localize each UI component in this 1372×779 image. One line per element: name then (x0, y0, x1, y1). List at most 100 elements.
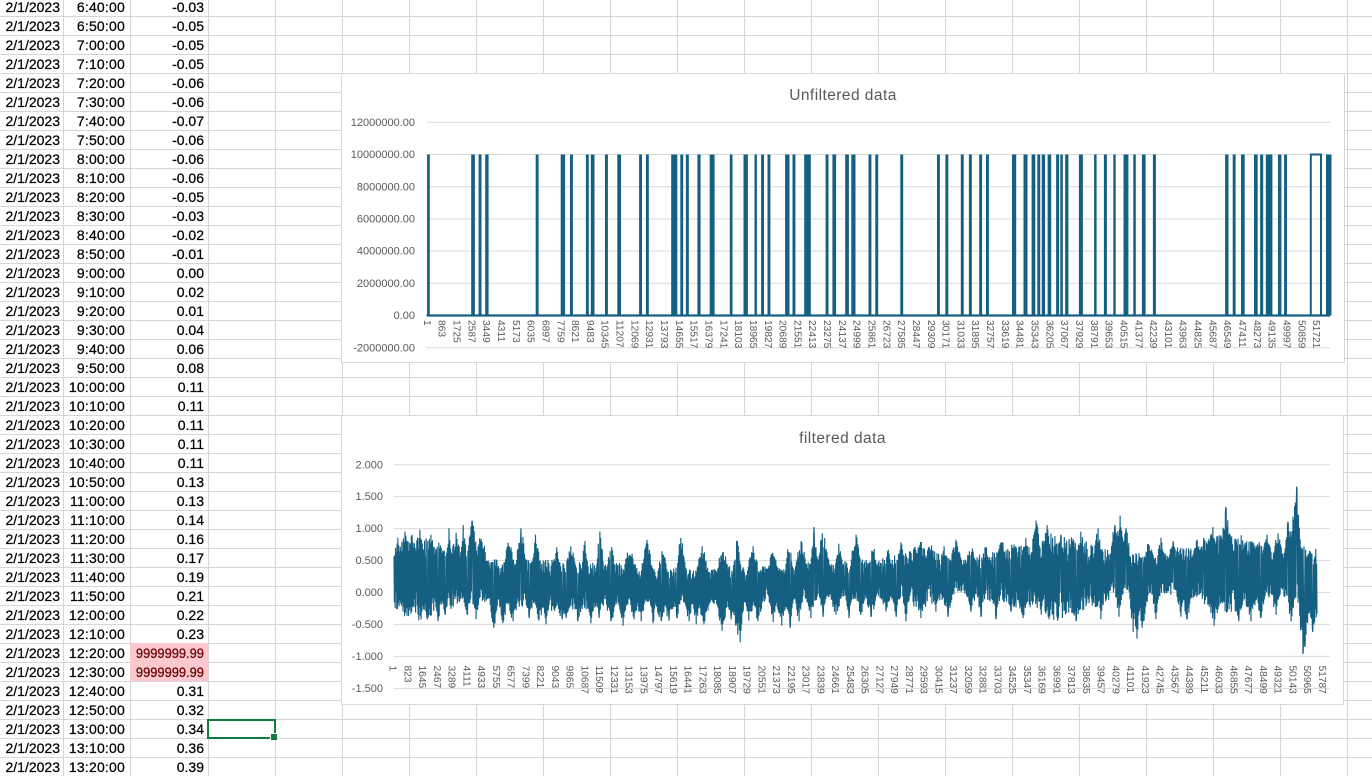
svg-text:1: 1 (421, 320, 432, 326)
svg-text:41377: 41377 (1132, 320, 1143, 349)
svg-text:6000000.00: 6000000.00 (357, 214, 415, 226)
svg-text:1645: 1645 (416, 666, 427, 689)
svg-text:7759: 7759 (554, 320, 565, 343)
svg-text:48273: 48273 (1251, 320, 1262, 349)
svg-text:31237: 31237 (947, 666, 958, 695)
svg-text:24999: 24999 (851, 320, 862, 349)
svg-text:30171: 30171 (940, 320, 951, 349)
svg-text:39653: 39653 (1103, 320, 1114, 349)
svg-text:18965: 18965 (747, 320, 758, 349)
svg-text:8221: 8221 (534, 666, 545, 689)
svg-text:40515: 40515 (1117, 320, 1128, 349)
svg-text:5173: 5173 (510, 320, 521, 343)
svg-text:43963: 43963 (1177, 320, 1188, 349)
svg-text:12000000.00: 12000000.00 (351, 117, 415, 129)
svg-text:0.000: 0.000 (355, 587, 383, 599)
svg-text:-1.000: -1.000 (352, 651, 383, 663)
svg-text:36991: 36991 (1050, 666, 1061, 695)
svg-text:20551: 20551 (755, 666, 766, 695)
svg-text:21551: 21551 (791, 320, 802, 349)
svg-text:5755: 5755 (490, 666, 501, 689)
svg-text:18103: 18103 (732, 320, 743, 349)
svg-text:27127: 27127 (873, 666, 884, 695)
svg-text:46855: 46855 (1227, 666, 1238, 695)
svg-text:-0.500: -0.500 (352, 619, 383, 631)
svg-text:30415: 30415 (932, 666, 943, 695)
svg-text:32059: 32059 (962, 666, 973, 695)
svg-text:8000000.00: 8000000.00 (357, 181, 415, 193)
svg-text:23275: 23275 (821, 320, 832, 349)
svg-text:39457: 39457 (1095, 666, 1106, 695)
svg-text:44389: 44389 (1183, 666, 1194, 695)
svg-text:1.500: 1.500 (355, 491, 383, 503)
svg-text:45211: 45211 (1198, 666, 1209, 694)
svg-text:2467: 2467 (431, 666, 442, 689)
svg-text:37929: 37929 (1073, 320, 1084, 349)
svg-text:44825: 44825 (1192, 320, 1203, 349)
svg-text:45687: 45687 (1206, 320, 1217, 349)
svg-text:36205: 36205 (1043, 320, 1054, 349)
svg-text:8621: 8621 (569, 320, 580, 343)
svg-text:29593: 29593 (918, 666, 929, 695)
svg-text:42745: 42745 (1154, 666, 1165, 695)
svg-text:17263: 17263 (696, 666, 707, 695)
svg-text:25861: 25861 (866, 320, 877, 349)
svg-text:31895: 31895 (969, 320, 980, 349)
svg-text:23839: 23839 (814, 666, 825, 695)
svg-text:32757: 32757 (984, 320, 995, 349)
svg-text:24137: 24137 (836, 320, 847, 349)
svg-text:1.000: 1.000 (355, 523, 383, 535)
svg-text:22413: 22413 (806, 320, 817, 349)
svg-text:27585: 27585 (895, 320, 906, 349)
svg-text:9483: 9483 (584, 320, 595, 343)
svg-text:18907: 18907 (726, 666, 737, 695)
svg-text:823: 823 (401, 666, 412, 683)
svg-text:15517: 15517 (688, 320, 699, 349)
svg-text:20689: 20689 (777, 320, 788, 349)
svg-text:33619: 33619 (999, 320, 1010, 349)
svg-text:35343: 35343 (1029, 320, 1040, 349)
svg-text:49135: 49135 (1266, 320, 1277, 349)
svg-text:43101: 43101 (1162, 320, 1173, 349)
svg-text:41923: 41923 (1139, 666, 1150, 695)
svg-text:19827: 19827 (762, 320, 773, 349)
svg-text:10687: 10687 (578, 666, 589, 695)
svg-text:11207: 11207 (614, 320, 625, 348)
svg-text:29309: 29309 (925, 320, 936, 349)
svg-text:1725: 1725 (451, 320, 462, 343)
svg-text:27949: 27949 (888, 666, 899, 695)
svg-text:21373: 21373 (770, 666, 781, 695)
svg-text:6035: 6035 (525, 320, 536, 343)
svg-text:0.500: 0.500 (355, 555, 383, 567)
svg-text:9865: 9865 (564, 666, 575, 689)
svg-text:51787: 51787 (1316, 666, 1327, 695)
svg-text:1: 1 (387, 666, 398, 672)
svg-text:35347: 35347 (1021, 666, 1032, 695)
svg-text:12931: 12931 (643, 320, 654, 349)
svg-text:51721: 51721 (1310, 320, 1321, 349)
svg-text:49321: 49321 (1272, 666, 1283, 695)
svg-text:34525: 34525 (1006, 666, 1017, 695)
svg-text:33703: 33703 (991, 666, 1002, 695)
svg-text:3449: 3449 (480, 320, 491, 343)
svg-text:14797: 14797 (652, 666, 663, 695)
svg-text:36169: 36169 (1036, 666, 1047, 695)
svg-text:37813: 37813 (1065, 666, 1076, 695)
svg-text:43567: 43567 (1168, 666, 1179, 695)
svg-text:32881: 32881 (977, 666, 988, 695)
svg-text:37067: 37067 (1058, 320, 1069, 349)
svg-text:49997: 49997 (1281, 320, 1292, 349)
svg-text:863: 863 (436, 320, 447, 337)
svg-text:18085: 18085 (711, 666, 722, 695)
svg-text:28447: 28447 (910, 320, 921, 349)
svg-text:47677: 47677 (1242, 666, 1253, 695)
svg-text:16379: 16379 (703, 320, 714, 349)
svg-text:4000000.00: 4000000.00 (357, 246, 415, 258)
svg-text:12069: 12069 (628, 320, 639, 349)
svg-text:-1.500: -1.500 (352, 683, 383, 695)
svg-text:19729: 19729 (741, 666, 752, 695)
svg-text:11509: 11509 (593, 666, 604, 694)
svg-text:3289: 3289 (446, 666, 457, 689)
svg-text:26723: 26723 (880, 320, 891, 349)
svg-text:26305: 26305 (859, 666, 870, 695)
